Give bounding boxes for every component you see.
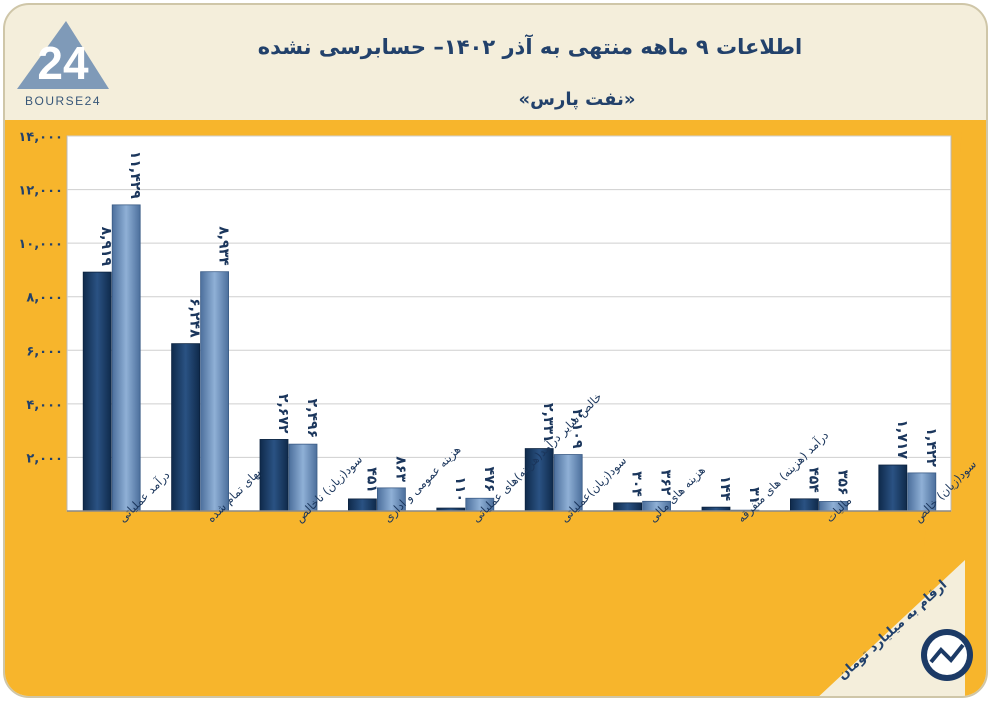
bar-value-label: ۳۱ xyxy=(746,487,762,504)
bar-value-label: ۳۰۴ xyxy=(629,471,645,497)
bar-value-label: ۳۶۲ xyxy=(658,470,674,496)
bar-value-label: ۲,۶۷۲ xyxy=(275,394,291,434)
logo-triangle-icon xyxy=(17,21,109,89)
bar-series-1 xyxy=(878,464,908,512)
bar-series-2 xyxy=(553,454,583,512)
y-axis-ticks: ۲,۰۰۰ ۴,۰۰۰ ۶,۰۰۰ ۸,۰۰۰ ۱۰,۰۰۰ ۱۲,۰۰۰ ۱۴,۰۰۰ xyxy=(18,130,63,466)
bar-value-label: ۱۴۴ xyxy=(717,476,733,502)
y-tick-label: ۴,۰۰۰ xyxy=(26,398,63,413)
bar-labels: ۸,۹۱۹ ۱۱,۴۲۹ ۶,۲۴۸ ۸,۹۳۴ ۲,۶۷۲ ۲,۴۹۶ ۴۵۱ ۸۶۳ ۱۱۰… xyxy=(98,151,939,504)
bar-series-1 xyxy=(613,502,642,512)
chart-svg: 24 BOURSE24 اطلاعات ۹ ماهه منتهی به آذر … xyxy=(5,21,986,696)
logo-mark: 24 xyxy=(37,37,89,89)
bar-value-label: ۱۱۰ xyxy=(452,476,468,502)
bar-series-2 xyxy=(907,472,937,512)
bar-value-label: ۸۶۳ xyxy=(392,456,408,482)
bar-value-label: ۲,۱۰۹ xyxy=(569,409,585,449)
bar-value-label: ۳۵۶ xyxy=(834,470,850,496)
bar-value-label: ۱,۷۱۷ xyxy=(894,420,910,460)
y-tick-label: ۱۰,۰۰۰ xyxy=(18,237,63,252)
bar-series-1 xyxy=(790,498,819,512)
y-tick-label: ۱۴,۰۰۰ xyxy=(18,130,63,145)
bar-value-label: ۸,۹۳۴ xyxy=(216,226,232,266)
bar-series-2 xyxy=(200,271,230,512)
brand-trend-icon xyxy=(929,643,965,664)
y-tick-label: ۸,۰۰۰ xyxy=(26,291,63,306)
bar-value-label: ۱,۴۲۲ xyxy=(923,427,939,467)
bar-series-2 xyxy=(111,204,141,512)
bar-value-label: ۱۱,۴۲۹ xyxy=(127,151,143,199)
chart-title: اطلاعات ۹ ماهه منتهی به آذر ۱۴۰۲– حسابرس… xyxy=(258,34,803,59)
bar-value-label: ۸,۹۱۹ xyxy=(98,227,114,267)
logo-text: BOURSE24 xyxy=(25,94,101,108)
bar-series-1 xyxy=(82,271,112,512)
bar-series-1 xyxy=(259,439,289,512)
bar-value-label: ۶,۲۴۸ xyxy=(187,298,203,338)
bar-value-label: ۴۵۱ xyxy=(363,467,379,493)
plot-area: ۲,۰۰۰ ۴,۰۰۰ ۶,۰۰۰ ۸,۰۰۰ ۱۰,۰۰۰ ۱۲,۰۰۰ ۱۴,۰۰۰ ۸… xyxy=(18,130,979,526)
y-tick-label: ۱۲,۰۰۰ xyxy=(18,184,63,199)
bar-value-label: ۴۷۶ xyxy=(481,467,497,493)
bar-series-2 xyxy=(288,443,318,512)
y-tick-label: ۲,۰۰۰ xyxy=(26,451,63,466)
bar-value-label: ۲,۴۹۶ xyxy=(304,399,320,439)
bar-series-1 xyxy=(347,498,377,512)
bar-series-1 xyxy=(524,448,554,512)
bar-value-label: ۴۵۴ xyxy=(805,467,821,493)
bars xyxy=(82,204,937,512)
bar-value-label: ۲,۳۳۱ xyxy=(540,403,556,443)
bar-series-1 xyxy=(171,343,201,512)
y-tick-label: ۶,۰۰۰ xyxy=(26,344,63,359)
chart-frame: 24 BOURSE24 اطلاعات ۹ ماهه منتهی به آذر … xyxy=(3,3,988,698)
logo: 24 BOURSE24 xyxy=(17,21,109,108)
chart-subtitle: «نفت پارس» xyxy=(518,89,635,110)
